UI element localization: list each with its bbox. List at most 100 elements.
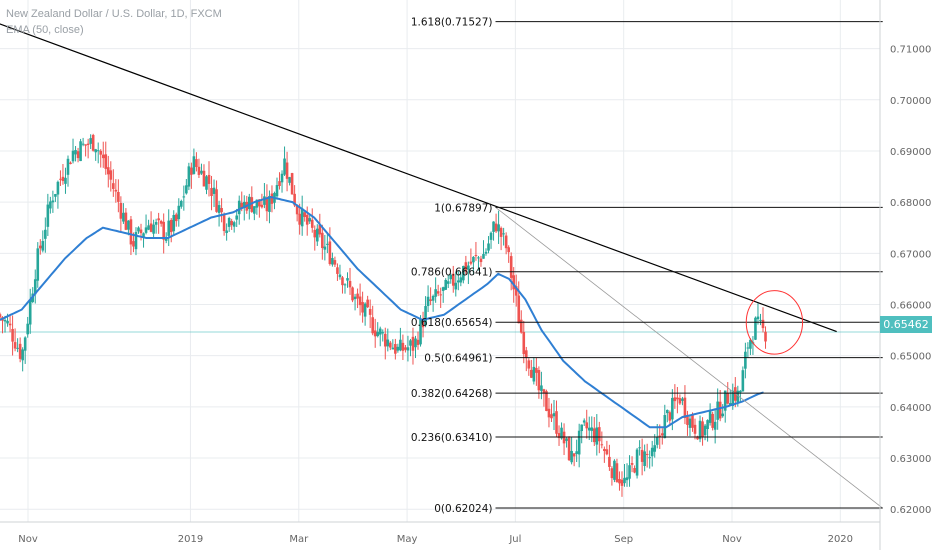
candle-down — [348, 280, 352, 288]
x-tick-label: Mar — [289, 534, 309, 545]
candle-up — [650, 447, 654, 457]
candle-down — [358, 296, 362, 306]
candle-up — [540, 385, 543, 391]
candle-up — [613, 460, 616, 480]
candle-down — [159, 221, 163, 224]
candle-down — [519, 319, 523, 333]
candle-down — [84, 144, 87, 146]
candle-up — [81, 143, 85, 145]
candle-down — [524, 350, 528, 359]
current-price-badge: 0.65462 — [880, 316, 932, 333]
candle-up — [54, 194, 57, 197]
candle-down — [336, 267, 339, 274]
candle-up — [44, 229, 47, 239]
candle-up — [26, 323, 29, 335]
annotations[interactable] — [745, 290, 804, 355]
descending-trendline — [0, 23, 837, 333]
candle-down — [149, 223, 153, 232]
candle-down — [686, 415, 689, 425]
candle-down — [439, 294, 442, 296]
candle-up — [731, 390, 735, 406]
candle-up — [142, 233, 145, 238]
candle-up — [152, 224, 155, 234]
candle-up — [51, 200, 55, 203]
candle-up — [444, 279, 448, 290]
candle-up — [406, 347, 410, 351]
candle-up — [386, 339, 390, 347]
candle-down — [547, 408, 551, 418]
candle-down — [383, 333, 387, 347]
candle-down — [479, 258, 483, 263]
y-tick-label: 0.70000 — [890, 96, 931, 107]
candle-up — [698, 420, 702, 440]
y-tick-label: 0.71000 — [890, 45, 931, 56]
candle-up — [625, 477, 629, 481]
chart-legend: New Zealand Dollar / U.S. Dollar, 1D, FX… — [6, 6, 222, 38]
candle-down — [610, 468, 614, 479]
candle-down — [633, 468, 636, 473]
candle-down — [764, 331, 767, 342]
candle-up — [590, 427, 594, 431]
candle-down — [333, 260, 337, 265]
candle-down — [321, 232, 324, 249]
candle-down — [411, 336, 415, 351]
candle-down — [230, 220, 233, 226]
fibonacci-retracement[interactable]: 1.618(0.71527) 1(0.67897) 0.786(0.66641) 0.… — [411, 17, 883, 515]
candle-down — [542, 389, 546, 394]
candle-up — [49, 201, 52, 209]
candle-down — [313, 229, 317, 238]
x-tick-label: May — [397, 534, 418, 545]
candle-up — [363, 303, 367, 317]
candle-down — [550, 414, 553, 419]
candle-down — [507, 247, 510, 253]
candle-up — [23, 337, 27, 351]
candle-down — [718, 401, 722, 419]
candle-down — [668, 412, 672, 421]
candle-up — [532, 366, 536, 382]
candle-down — [240, 202, 244, 208]
candle-up — [472, 256, 475, 263]
candle-up — [187, 166, 191, 187]
candle-down — [260, 204, 264, 208]
candle-down — [101, 154, 105, 159]
candle-up — [431, 295, 435, 301]
candle-down — [527, 360, 531, 369]
candle-up — [741, 370, 745, 392]
candle-up — [643, 451, 646, 466]
candle-up — [502, 233, 505, 235]
candle-up — [426, 296, 430, 306]
fib-level-label: 0(0.62024) — [434, 503, 492, 515]
candle-up — [381, 332, 385, 334]
candle-down — [512, 275, 516, 290]
candle-down — [600, 444, 604, 446]
candle-down — [645, 453, 649, 455]
candle-up — [462, 266, 465, 281]
candle-down — [494, 223, 498, 232]
candle-down — [18, 343, 22, 359]
candle-up — [489, 232, 493, 240]
candle-up — [492, 221, 495, 232]
candle-up — [655, 436, 659, 445]
candle-up — [723, 390, 727, 411]
fib-level-label: 0.786(0.66641) — [411, 267, 493, 279]
candle-down — [394, 344, 397, 354]
candle-up — [192, 156, 196, 174]
candle-up — [628, 465, 631, 479]
candle-down — [592, 428, 596, 443]
candle-up — [454, 282, 458, 290]
candle-down — [290, 173, 294, 195]
candle-down — [509, 256, 513, 278]
candle-down — [618, 479, 621, 484]
candle-down — [615, 463, 619, 482]
y-tick-label: 0.62000 — [890, 505, 931, 516]
x-tick-label: Jul — [508, 534, 521, 545]
candle-down — [220, 207, 223, 213]
candle-down — [361, 302, 364, 313]
candle-up — [217, 205, 221, 213]
candle-up — [16, 347, 19, 349]
candle-down — [658, 435, 662, 437]
candle-up — [6, 320, 9, 324]
candle-up — [467, 265, 470, 270]
